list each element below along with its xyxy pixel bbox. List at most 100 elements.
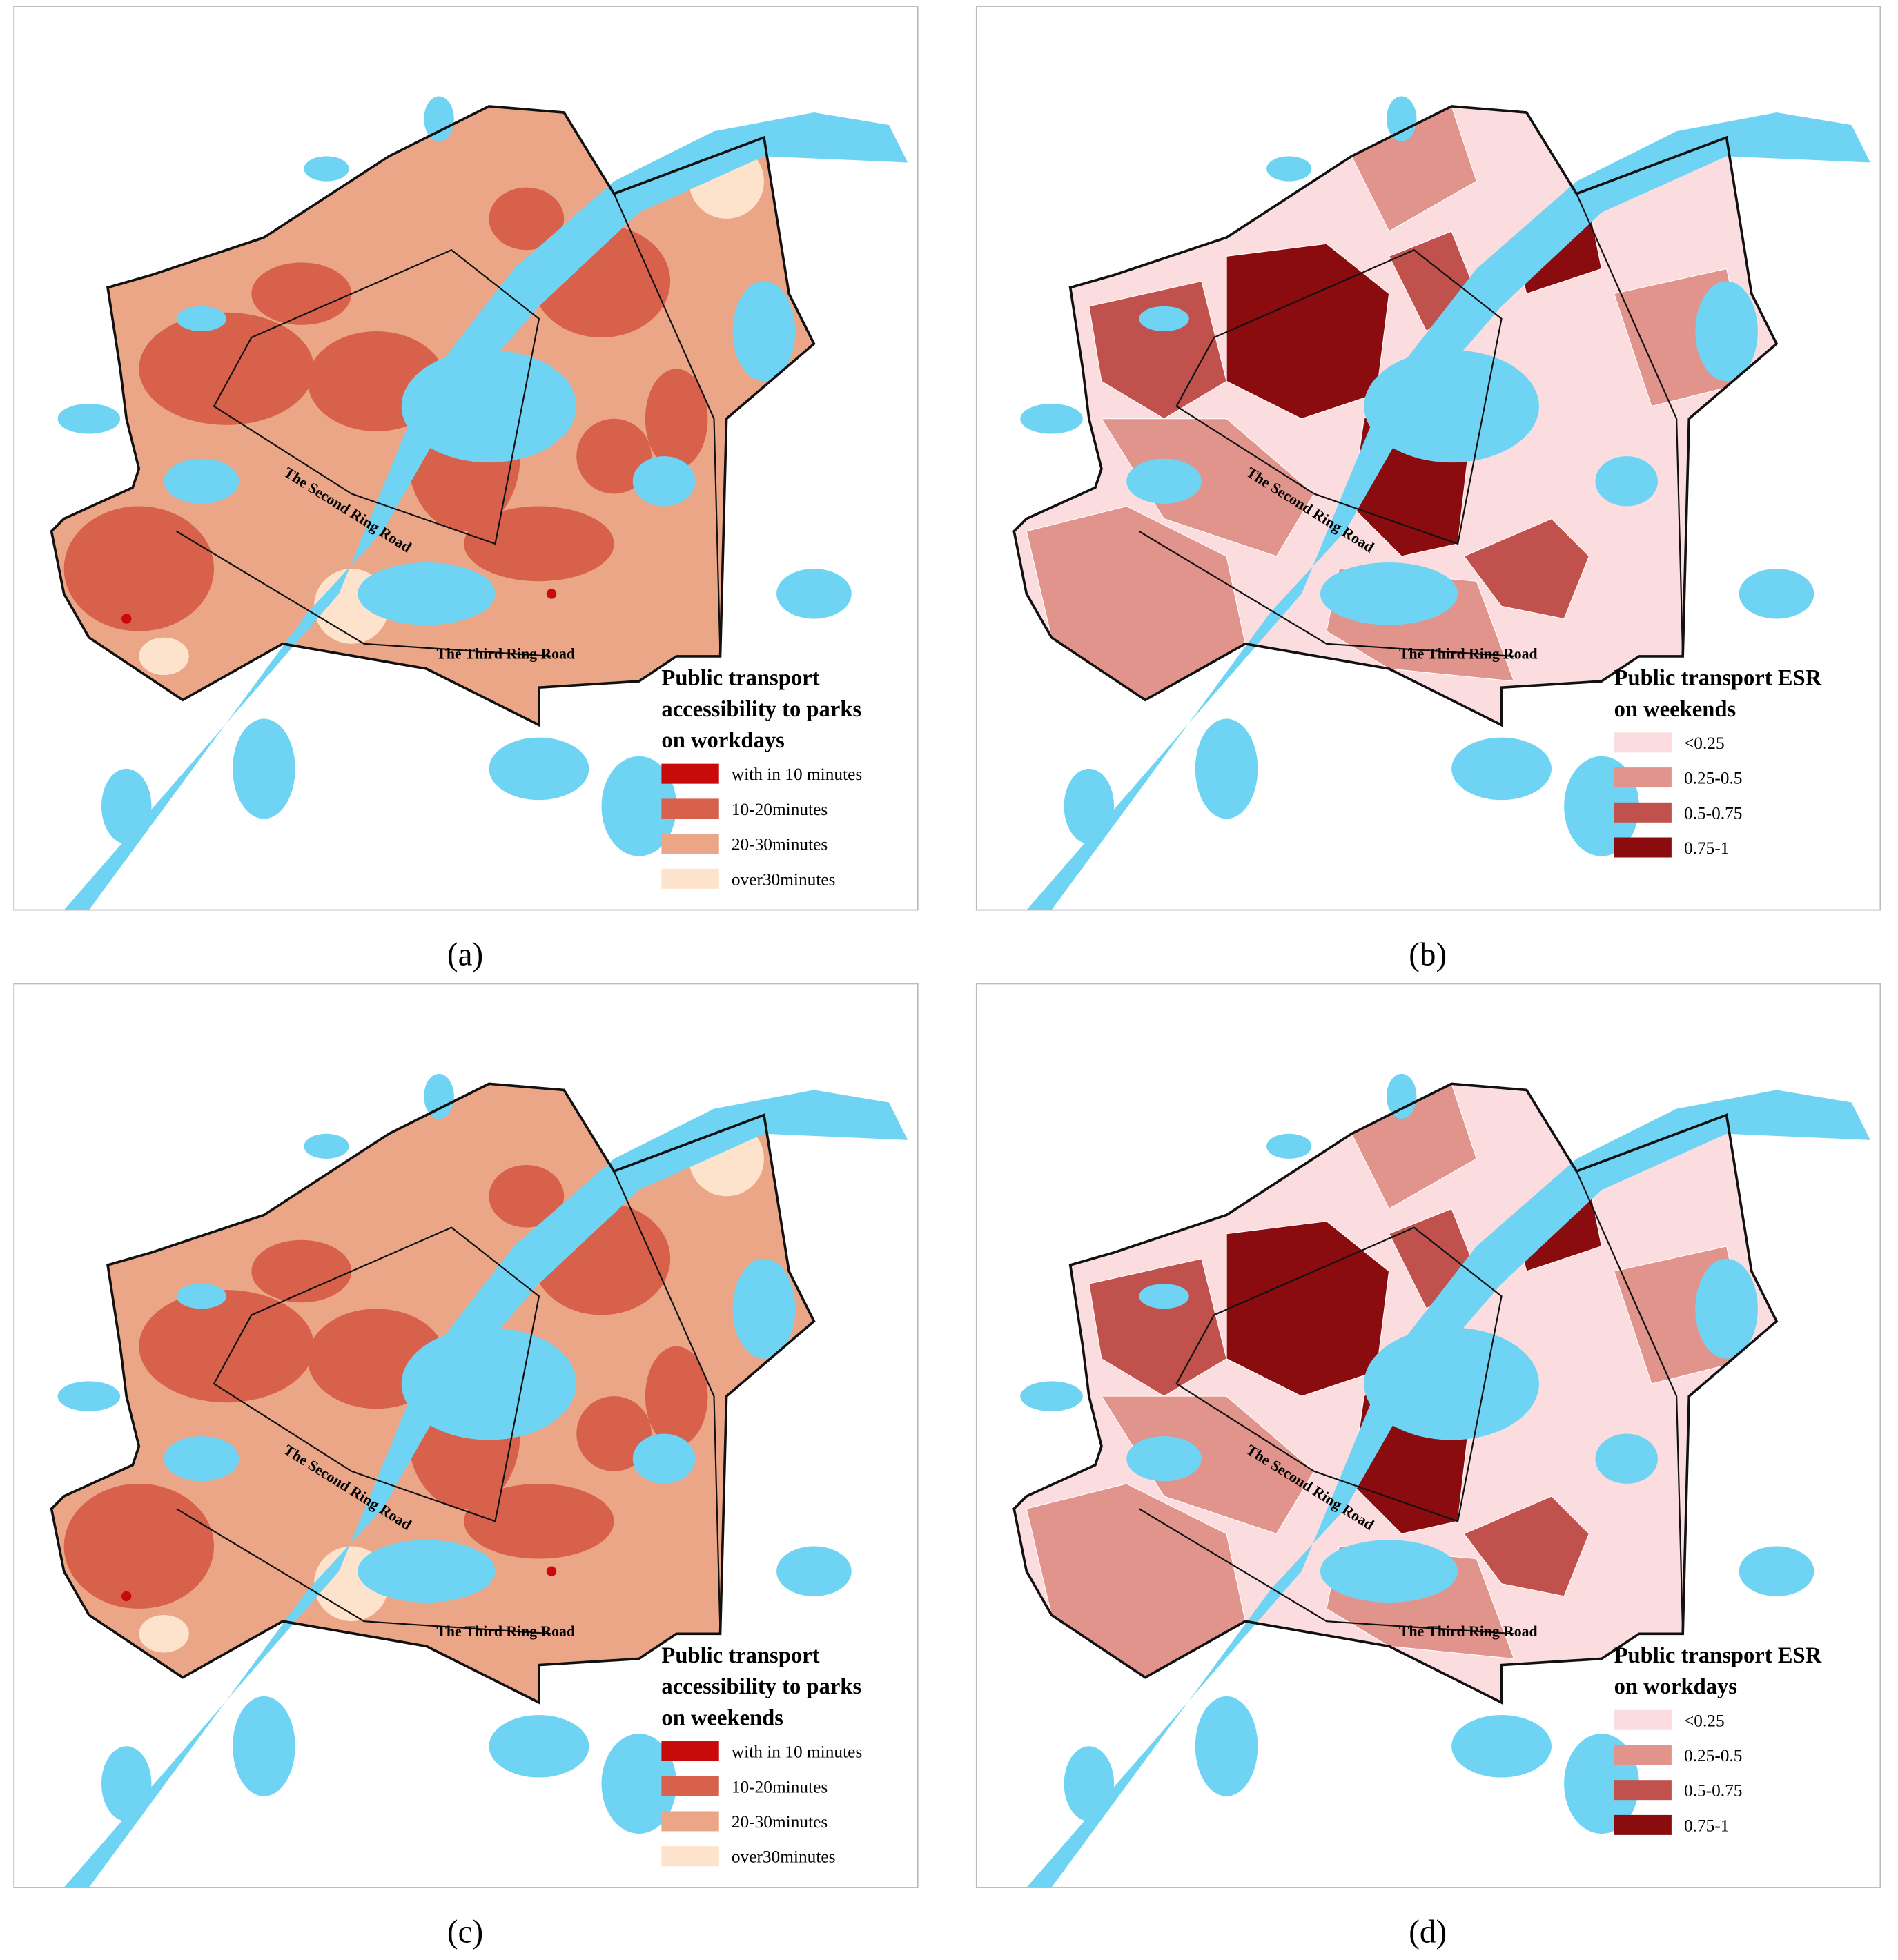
zone: [489, 1165, 565, 1228]
lake: [1739, 569, 1814, 619]
lake: [233, 1696, 295, 1796]
legend-swatch: [1614, 802, 1672, 823]
zone: [121, 1591, 132, 1602]
legend-title: Public transport: [661, 666, 819, 691]
lake: [1020, 1381, 1083, 1411]
zone: [63, 506, 214, 631]
legend-label: 10-20minutes: [732, 800, 828, 819]
legend-label: with in 10 minutes: [732, 765, 862, 784]
legend-title: Public transport ESR: [1614, 666, 1822, 691]
legend-label: with in 10 minutes: [732, 1743, 862, 1762]
legend-swatch: [661, 1741, 719, 1762]
lake: [1064, 1746, 1115, 1821]
second-ring-road: [1175, 248, 1503, 545]
lake: [1266, 1133, 1312, 1159]
legend-label: 0.5-0.75: [1684, 1781, 1742, 1801]
lake: [304, 156, 349, 182]
lake: [776, 569, 852, 619]
legend-title: on workdays: [661, 728, 784, 753]
zone: [139, 1615, 189, 1653]
lake: [358, 562, 496, 625]
zone: [645, 369, 708, 469]
zone: [546, 589, 557, 599]
lake: [776, 1546, 852, 1596]
legend-label: 0.5-0.75: [1684, 803, 1742, 823]
third-ring-road: [1026, 1170, 1684, 1635]
lake: [1386, 96, 1417, 141]
legend-title: Public transport ESR: [1614, 1643, 1822, 1668]
panel-caption: (d): [1409, 1914, 1447, 1950]
lake: [489, 737, 589, 801]
legend-swatch: [661, 1846, 719, 1867]
legend-label: over30minutes: [732, 870, 836, 889]
panel-caption: (a): [447, 937, 483, 972]
legend-swatch: [1614, 1814, 1672, 1835]
lake: [1386, 1073, 1417, 1119]
zone: [139, 1290, 314, 1403]
ring-road-label: The Third Ring Road: [1399, 1623, 1538, 1640]
second-ring-road: [213, 1226, 540, 1522]
choropleth: [1026, 106, 1752, 700]
zone: [251, 1239, 352, 1303]
zone: [139, 312, 314, 425]
lake: [1451, 737, 1552, 801]
lake: [401, 1327, 577, 1440]
lake: [1266, 156, 1312, 182]
zone: [63, 1483, 214, 1609]
zone: [251, 262, 352, 325]
lake: [1364, 1327, 1539, 1440]
lake: [176, 1284, 227, 1309]
legend-label: 10-20minutes: [732, 1777, 828, 1796]
zone: [1463, 1496, 1589, 1597]
legend-label: 20-30minutes: [732, 835, 828, 854]
lake: [233, 718, 295, 819]
legend-label: 0.75-1: [1684, 839, 1729, 858]
lake: [1139, 1284, 1189, 1309]
lake: [732, 281, 796, 382]
legend-swatch: [661, 798, 719, 819]
ring-road-label: The Third Ring Road: [436, 1623, 575, 1640]
zone: [645, 1346, 708, 1447]
legend-label: 0.25-0.5: [1684, 769, 1742, 788]
zone: [546, 1566, 557, 1576]
lake: [1451, 1715, 1552, 1778]
legend-swatch: [1614, 1745, 1672, 1765]
third-ring-road: [1026, 193, 1684, 657]
lake: [57, 404, 121, 434]
lake: [424, 1073, 454, 1119]
legend-title: on weekends: [661, 1705, 783, 1730]
lake: [1064, 768, 1115, 844]
lake: [304, 1133, 349, 1159]
legend-swatch: [661, 763, 719, 784]
zone: [1463, 518, 1589, 620]
lake: [1695, 1258, 1758, 1359]
lake: [601, 1734, 677, 1834]
lake: [1320, 1540, 1458, 1603]
zone: [139, 637, 189, 676]
lake: [601, 756, 677, 856]
legend-swatch: [1614, 732, 1672, 753]
second-ring-road: [1175, 1226, 1503, 1522]
lake: [1364, 350, 1539, 463]
lake: [1695, 281, 1758, 382]
zone: [121, 614, 132, 624]
zone: [464, 506, 614, 582]
legend-swatch: [661, 834, 719, 854]
legend-title: accessibility to parks: [661, 1674, 861, 1699]
legend-title: Public transport: [661, 1643, 819, 1668]
lake: [57, 1381, 121, 1411]
legend-label: 0.75-1: [1684, 1816, 1729, 1835]
lake: [1320, 562, 1458, 625]
legend-title: on workdays: [1614, 1674, 1737, 1699]
legend-title: accessibility to parks: [661, 697, 861, 722]
third-ring-road: [63, 1170, 721, 1635]
lake: [1020, 404, 1083, 434]
zone: [1088, 1258, 1227, 1397]
legend-label: 0.25-0.5: [1684, 1746, 1742, 1765]
zone: [576, 418, 652, 494]
legend-swatch: [1614, 837, 1672, 858]
lake: [1139, 306, 1189, 331]
